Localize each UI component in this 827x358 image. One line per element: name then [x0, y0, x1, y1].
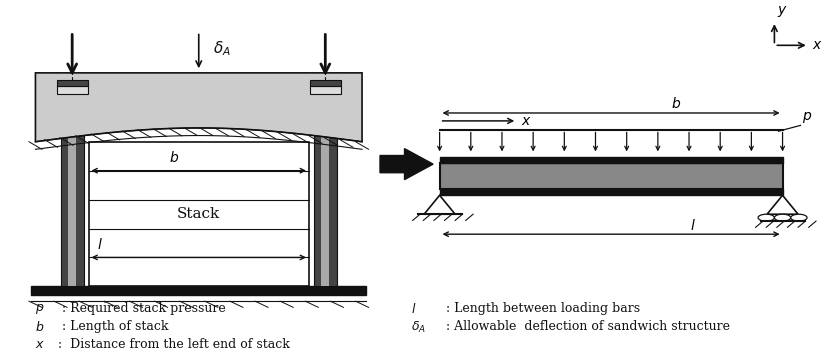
Bar	[60, 93, 84, 286]
Bar	[88, 142, 309, 286]
Text: : Allowable  deflection of sandwich structure: : Allowable deflection of sandwich struc…	[442, 320, 730, 333]
Text: $b$: $b$	[672, 96, 681, 111]
Text: $x$: $x$	[812, 38, 823, 52]
Text: $l$: $l$	[97, 237, 103, 252]
Bar	[440, 157, 782, 163]
Polygon shape	[424, 195, 455, 214]
Text: $x$: $x$	[521, 114, 532, 128]
Text: :  Distance from the left end of stack: : Distance from the left end of stack	[58, 338, 290, 351]
Text: $l$: $l$	[411, 302, 417, 316]
Text: $y$: $y$	[777, 5, 787, 19]
Text: $l$: $l$	[690, 218, 696, 233]
Polygon shape	[380, 149, 433, 180]
Bar	[322, 93, 329, 286]
Text: $b$: $b$	[36, 320, 45, 334]
Polygon shape	[767, 195, 798, 214]
Circle shape	[791, 214, 807, 221]
Bar	[68, 93, 76, 286]
Bar	[31, 286, 366, 295]
Circle shape	[774, 214, 791, 221]
Text: $x$: $x$	[36, 338, 45, 351]
Text: Stack: Stack	[177, 207, 220, 221]
Bar	[440, 163, 782, 189]
Bar	[314, 93, 337, 286]
Text: $\delta_A$: $\delta_A$	[213, 39, 232, 58]
Text: : Length between loading bars: : Length between loading bars	[442, 302, 640, 315]
Bar	[57, 81, 88, 86]
Bar	[310, 86, 341, 93]
Circle shape	[758, 214, 774, 221]
Text: : Required stack pressure: : Required stack pressure	[58, 302, 226, 315]
Text: $\delta_A$: $\delta_A$	[411, 320, 426, 335]
Bar	[310, 81, 341, 86]
Polygon shape	[36, 73, 362, 142]
Text: $b$: $b$	[170, 150, 179, 165]
Text: $p$: $p$	[36, 302, 45, 316]
Text: $p$: $p$	[802, 110, 812, 125]
Text: : Length of stack: : Length of stack	[58, 320, 169, 333]
Bar	[57, 86, 88, 93]
Bar	[440, 189, 782, 195]
